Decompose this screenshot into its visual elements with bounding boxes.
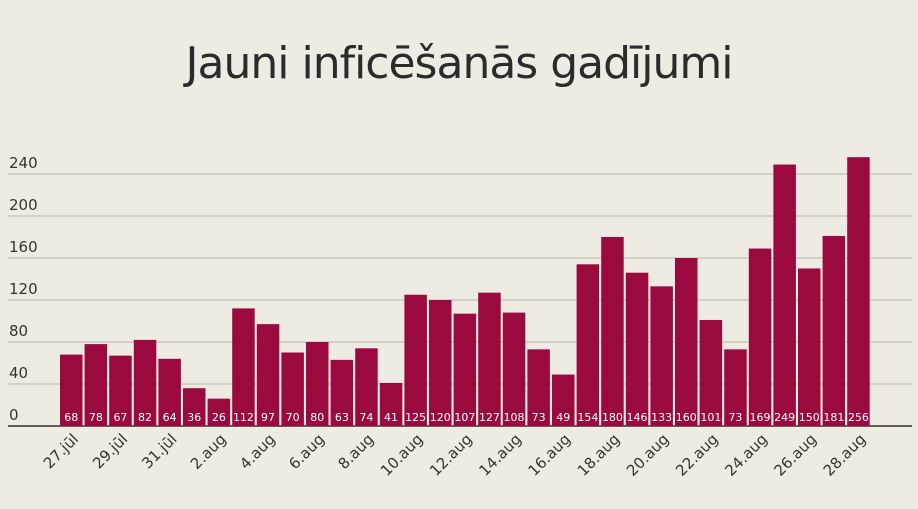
bar-value-label: 256	[848, 411, 869, 424]
x-tick-label: 12.aug	[426, 430, 476, 480]
bar-value-label: 146	[627, 411, 648, 424]
y-axis: 0 40 80 120 160 200 240	[9, 154, 38, 424]
x-tick-label: 10.aug	[377, 430, 427, 480]
bar	[133, 339, 157, 426]
y-tick-label: 40	[9, 364, 28, 382]
x-tick-label: 16.aug	[525, 430, 575, 480]
bar	[798, 268, 821, 426]
bar	[748, 248, 772, 426]
bar	[847, 157, 870, 426]
bar	[650, 286, 673, 426]
bar-value-label: 169	[750, 411, 771, 424]
bar	[576, 264, 600, 426]
bar	[527, 349, 550, 426]
bar-value-label: 125	[405, 411, 426, 424]
bar	[379, 382, 403, 426]
bar-value-label: 127	[479, 411, 500, 424]
y-tick-label: 200	[9, 196, 38, 214]
bar	[183, 388, 206, 426]
bar	[256, 324, 280, 426]
x-tick-label: 2.aug	[187, 430, 230, 473]
x-tick-label: 24.aug	[721, 430, 771, 480]
bar-value-label: 63	[335, 411, 349, 424]
data-labels: 68 78 67 82 64 36 26 112 97 70 80 63 74 41 125 120 107 12…	[64, 411, 869, 424]
bars	[60, 157, 870, 427]
bar-value-label: 41	[384, 411, 398, 424]
bar-value-label: 36	[187, 411, 201, 424]
chart-title: Jauni inficēšanās gadījumi	[183, 38, 733, 89]
x-tick-label: 22.aug	[672, 430, 722, 480]
bar	[453, 313, 477, 426]
bar	[625, 272, 649, 426]
bar-value-label: 101	[700, 411, 721, 424]
bar-value-label: 107	[454, 411, 475, 424]
bar-value-label: 97	[261, 411, 275, 424]
bar	[158, 358, 181, 426]
bar	[232, 308, 255, 426]
bar-value-label: 180	[602, 411, 623, 424]
bar-value-label: 64	[163, 411, 177, 424]
bar-value-label: 160	[676, 411, 697, 424]
bar-value-label: 249	[774, 411, 795, 424]
bar	[822, 235, 846, 426]
bar-value-label: 73	[728, 411, 742, 424]
bar	[281, 352, 304, 426]
bar	[429, 300, 452, 426]
y-tick-label: 80	[9, 322, 28, 340]
x-tick-label: 14.aug	[475, 430, 525, 480]
bar	[552, 374, 575, 426]
bar-value-label: 67	[113, 411, 127, 424]
bar-value-label: 181	[823, 411, 844, 424]
y-tick-label: 120	[9, 280, 38, 298]
x-tick-label: 20.aug	[623, 430, 673, 480]
bar-value-label: 26	[212, 411, 226, 424]
bar-value-label: 80	[310, 411, 324, 424]
bar-value-label: 120	[430, 411, 451, 424]
x-tick-label: 29.jūl	[89, 430, 131, 472]
bar-value-label: 74	[359, 411, 373, 424]
x-tick-label: 31.jūl	[138, 430, 180, 472]
bar	[699, 319, 723, 426]
bar-value-label: 112	[233, 411, 254, 424]
bar	[60, 354, 83, 426]
bar	[109, 355, 132, 426]
bar	[355, 348, 378, 426]
bar	[306, 342, 329, 426]
bar	[601, 237, 624, 426]
bar-value-label: 70	[286, 411, 300, 424]
x-axis: 27.jūl 29.jūl 31.jūl 2.aug 4.aug 6.aug 8.aug 10…	[40, 430, 869, 480]
x-tick-label: 6.aug	[285, 430, 328, 473]
x-tick-label: 28.aug	[820, 430, 870, 480]
bar	[502, 312, 526, 426]
x-tick-label: 18.aug	[574, 430, 624, 480]
bar	[724, 349, 747, 426]
bar-value-label: 68	[64, 411, 78, 424]
bar-value-label: 49	[556, 411, 570, 424]
x-tick-label: 4.aug	[236, 430, 279, 473]
bar	[207, 398, 231, 426]
bar-value-label: 78	[89, 411, 103, 424]
bar	[675, 258, 698, 426]
bar-value-label: 108	[504, 411, 525, 424]
x-tick-label: 27.jūl	[40, 430, 82, 472]
bar-value-label: 150	[799, 411, 820, 424]
y-tick-label: 0	[9, 406, 19, 424]
bar-value-label: 133	[651, 411, 672, 424]
y-tick-label: 160	[9, 238, 38, 256]
bar	[330, 359, 354, 426]
bar	[404, 294, 427, 426]
y-tick-label: 240	[9, 154, 38, 172]
bar	[84, 344, 108, 426]
bar-value-label: 154	[577, 411, 598, 424]
bar	[478, 292, 501, 426]
bar	[773, 164, 796, 427]
x-tick-label: 26.aug	[771, 430, 821, 480]
bar-value-label: 73	[532, 411, 546, 424]
x-tick-label: 8.aug	[334, 430, 377, 473]
bar-value-label: 82	[138, 411, 152, 424]
